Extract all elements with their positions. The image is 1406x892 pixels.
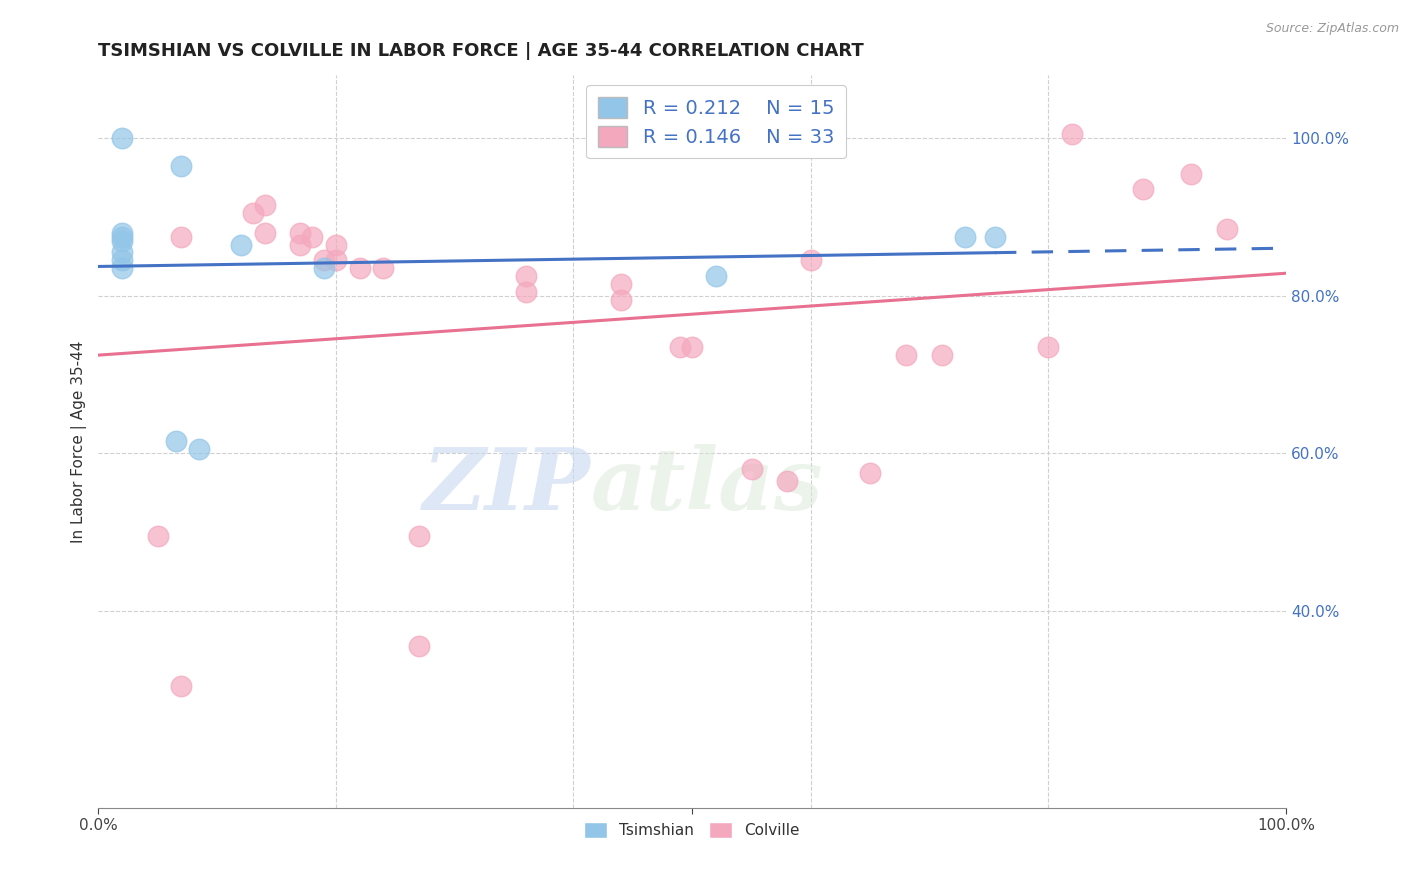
Point [1215, 222, 1237, 236]
Point [111, 131, 134, 145]
Point [408, 529, 430, 543]
Point [610, 277, 633, 291]
Point [1132, 182, 1154, 196]
Point [776, 474, 799, 488]
Legend: Tsimshian, Colville: Tsimshian, Colville [578, 816, 806, 844]
Point [741, 462, 763, 476]
Point [290, 226, 312, 240]
Point [111, 253, 134, 268]
Point [170, 229, 193, 244]
Point [894, 348, 917, 362]
Point [669, 340, 692, 354]
Point [111, 245, 134, 260]
Point [111, 234, 134, 248]
Point [312, 253, 335, 268]
Point [229, 237, 252, 252]
Point [610, 293, 633, 307]
Point [111, 226, 134, 240]
Text: Source: ZipAtlas.com: Source: ZipAtlas.com [1265, 22, 1399, 36]
Point [242, 206, 264, 220]
Point [301, 229, 323, 244]
Point [1062, 128, 1084, 142]
Point [931, 348, 953, 362]
Y-axis label: In Labor Force | Age 35-44: In Labor Force | Age 35-44 [72, 340, 87, 542]
Text: ZIP: ZIP [423, 443, 591, 527]
Point [515, 268, 537, 283]
Point [1038, 340, 1060, 354]
Point [704, 268, 727, 283]
Point [515, 285, 537, 299]
Point [253, 198, 276, 212]
Point [253, 226, 276, 240]
Point [373, 261, 395, 276]
Point [290, 237, 312, 252]
Point [170, 159, 193, 173]
Point [1180, 167, 1202, 181]
Point [349, 261, 371, 276]
Point [111, 261, 134, 276]
Point [955, 229, 977, 244]
Point [681, 340, 703, 354]
Point [325, 253, 347, 268]
Text: atlas: atlas [591, 443, 824, 527]
Point [984, 229, 1007, 244]
Point [325, 237, 347, 252]
Point [800, 253, 823, 268]
Point [859, 466, 882, 480]
Text: TSIMSHIAN VS COLVILLE IN LABOR FORCE | AGE 35-44 CORRELATION CHART: TSIMSHIAN VS COLVILLE IN LABOR FORCE | A… [98, 42, 865, 60]
Point [165, 434, 187, 449]
Point [170, 679, 193, 693]
Point [312, 261, 335, 276]
Point [408, 640, 430, 654]
Point [146, 529, 169, 543]
Point [111, 229, 134, 244]
Point [188, 442, 211, 457]
